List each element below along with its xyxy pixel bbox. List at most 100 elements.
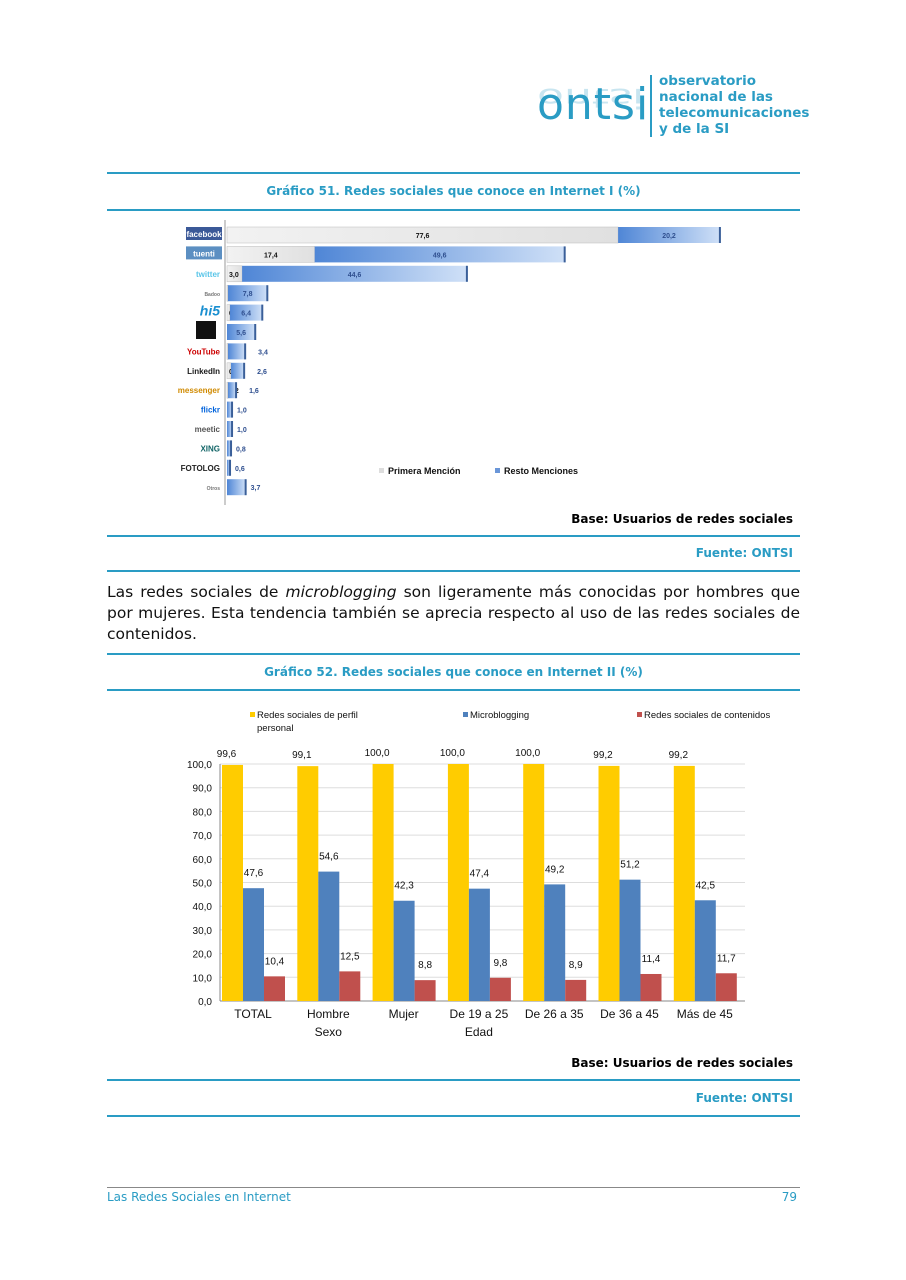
footer-title: Las Redes Sociales en Internet [107,1190,291,1204]
data-label: 42,5 [696,880,716,891]
chart2-source: Fuente: ONTSI [695,1091,793,1105]
legend-swatch [463,712,468,717]
bar-label: 17,4 [264,252,278,259]
chart1-title: Gráfico 51. Redes sociales que conoce en… [266,184,641,198]
x-tick-label: De 26 a 35 [525,1007,584,1021]
chart2-svg: 0,0 10,0 20,0 30,0 40,0 50,0 60,0 70,0 80,0 90,0 1… [187,710,770,1039]
logo-word: ontsi [537,79,650,130]
bar-primera-mencion [226,343,229,360]
site-logo-label: tuenti [193,249,215,258]
legend-swatch [250,712,255,717]
bar-label: 20,2 [662,233,676,240]
bar-microblogging [318,871,340,1001]
bar-contenidos [264,976,285,1001]
bar-microblogging [243,888,264,1001]
bar-primera-mencion [226,246,315,263]
site-logo-tuenti [186,246,222,260]
site-logo-fotolog: FOTOLOG [181,464,220,473]
bar-perfil [372,764,394,1001]
data-label: 47,4 [470,869,490,880]
bar-perfil [447,764,469,1001]
data-label: 8,9 [569,960,583,971]
legend-swatch-resto [495,468,500,473]
y-tick-label: 0,0 [198,997,212,1008]
divider [107,172,800,174]
bar-contenidos [715,973,737,1001]
bar-label: 1,0 [237,427,247,434]
bar-perfil [598,765,620,1001]
bar-resto-menciones [231,362,245,379]
footer-rule [107,1187,800,1188]
divider [107,570,800,572]
data-label: 99,2 [669,750,689,761]
data-label: 99,2 [593,750,613,761]
ontsi-logo: ontsi ontsi observatorio nacional de las… [537,73,810,155]
data-label: 100,0 [365,748,390,759]
site-logo-linkedin: LinkedIn [187,367,220,376]
bar-primera-mencion [226,284,229,302]
bar-label: 1,0 [237,408,247,415]
bar-resto-menciones [618,227,720,243]
bar-label: 49,6 [433,252,447,259]
site-logo-badoo: Badoo [204,292,220,298]
data-label: 10,4 [265,956,285,967]
paragraph-text: Las redes sociales de [107,583,286,601]
data-label: 49,2 [545,864,565,875]
data-label: 9,8 [493,958,507,969]
bar-label: 0,6 [235,466,245,473]
bar-microblogging [393,900,415,1001]
paragraph-text: son ligeramente más conocidas por hombre… [107,583,800,643]
divider [107,535,800,537]
data-label: 99,6 [217,749,237,760]
y-tick-label: 10,0 [193,973,213,984]
bar-perfil [523,764,545,1001]
x-group-label: Sexo [315,1025,343,1039]
legend-label: Redes sociales de contenidos [644,710,770,721]
y-tick-label: 100,0 [187,760,212,771]
bar-resto-menciones [227,421,233,437]
logo-line: telecomunicaciones [659,105,810,121]
bar-microblogging [619,879,641,1001]
x-tick-label: Mujer [389,1007,419,1021]
site-logo-hi5: hi5 [200,303,220,319]
data-label: 100,0 [440,748,465,759]
divider [107,1115,800,1117]
y-tick-label: 70,0 [193,831,213,842]
data-label: 8,8 [418,960,432,971]
bar-resto-menciones [227,479,246,496]
logo-line: observatorio [659,73,756,89]
bar-contenidos [489,977,511,1001]
bar-label: 2,6 [257,369,267,376]
bar-resto-menciones [228,382,237,399]
chart1-source: Fuente: ONTSI [695,546,793,560]
logo-line: y de la SI [659,121,730,137]
site-logo-youtube: YouTube [187,347,221,356]
bar-perfil [297,766,319,1001]
legend-label-cont: personal [257,723,293,734]
bar-label: 5,6 [236,330,246,337]
site-logo-icon [196,321,216,339]
data-label: 11,4 [642,954,661,965]
bar-label: 44,6 [348,272,362,279]
bar-microblogging [694,900,716,1001]
bar-label: 7,8 [243,291,253,298]
x-tick-label: De 36 a 45 [600,1007,659,1021]
divider [107,209,800,211]
bar-perfil [673,765,695,1001]
y-tick-label: 30,0 [193,926,213,937]
site-logo-facebook [186,227,222,240]
data-label: 12,5 [340,951,360,962]
bar-label: 3,0 [229,272,239,279]
site-logo-otros: Otros [207,486,221,492]
data-label: 47,6 [244,868,264,879]
y-tick-label: 50,0 [193,879,213,890]
bar-resto-menciones [227,459,231,476]
divider [107,689,800,691]
data-label: 42,3 [394,881,414,892]
bar-microblogging [544,884,566,1001]
bar-contenidos [565,979,587,1001]
divider [107,1079,800,1081]
y-tick-label: 60,0 [193,855,213,866]
data-label: 99,1 [292,750,312,761]
